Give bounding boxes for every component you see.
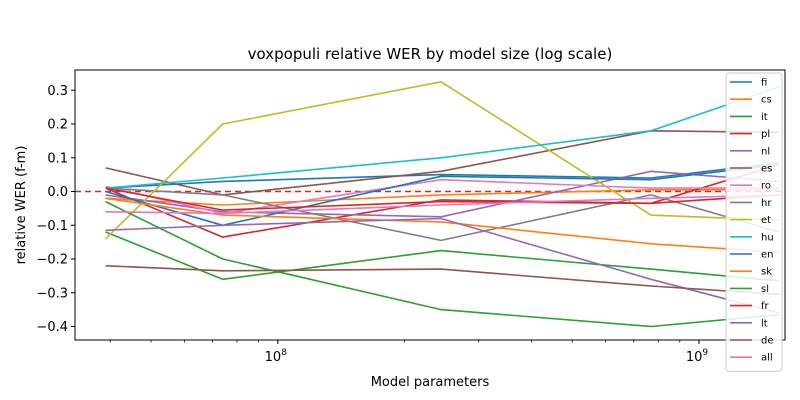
legend-label-et: et [761,215,771,226]
x-tick-label: 109 [686,348,709,365]
legend-label-all: all [761,353,773,364]
legend-label-pl: pl [761,129,770,140]
legend-label-es: es [761,164,772,175]
x-axis-label: Model parameters [371,375,490,390]
y-tick-label: −0.4 [36,320,68,335]
series-line-lt [105,217,780,314]
series-line-sk [105,197,780,254]
legend-label-it: it [761,112,768,123]
series-line-all [105,194,780,215]
series-line-sl [105,200,780,328]
series-line-hr [105,187,780,242]
legend-label-lt: lt [761,318,768,329]
legend-label-nl: nl [761,146,770,157]
legend-label-fi: fi [761,78,767,89]
y-axis-label: relative WER (f-m) [14,146,29,265]
y-axis: −0.4 −0.3 −0.2 −0.1 0.0 0.1 0.2 0.3 [36,84,75,335]
series-line-ro [105,178,780,215]
plot-area [74,69,786,341]
y-tick-label: 0.0 [47,185,68,200]
series-line-et [105,81,780,240]
legend-label-sk: sk [761,267,772,278]
legend-label-fr: fr [761,301,770,312]
axes-frame [74,69,786,341]
legend-label-hu: hu [761,232,774,243]
y-tick-label: 0.3 [47,84,68,99]
series-line-pl [105,163,780,238]
legend-box [725,72,783,372]
x-tick-label: 108 [265,348,288,365]
legend-label-sl: sl [761,284,769,295]
x-axis: 108 109 [109,340,709,365]
series-line-hu [105,86,780,189]
legend-label-cs: cs [761,95,772,106]
legend: fi cs it pl nl es ro hr et hu en sk sl fr lt de all [725,72,783,372]
y-tick-label: −0.2 [36,253,68,268]
series-line-fi [105,162,780,189]
y-tick-label: −0.3 [36,286,68,301]
legend-label-ro: ro [761,181,771,192]
y-tick-label: −0.1 [36,219,68,234]
legend-label-de: de [761,336,774,347]
legend-label-hr: hr [761,198,772,209]
y-tick-label: 0.2 [47,118,68,133]
series-line-fr [105,187,780,211]
series-line-it [105,231,780,282]
chart-title: voxpopuli relative WER by model size (lo… [248,45,613,63]
y-tick-label: 0.1 [47,151,68,166]
series-line-en [105,163,780,227]
series-line-de [105,265,780,296]
series-line-es [105,130,780,196]
legend-label-en: en [761,250,774,261]
